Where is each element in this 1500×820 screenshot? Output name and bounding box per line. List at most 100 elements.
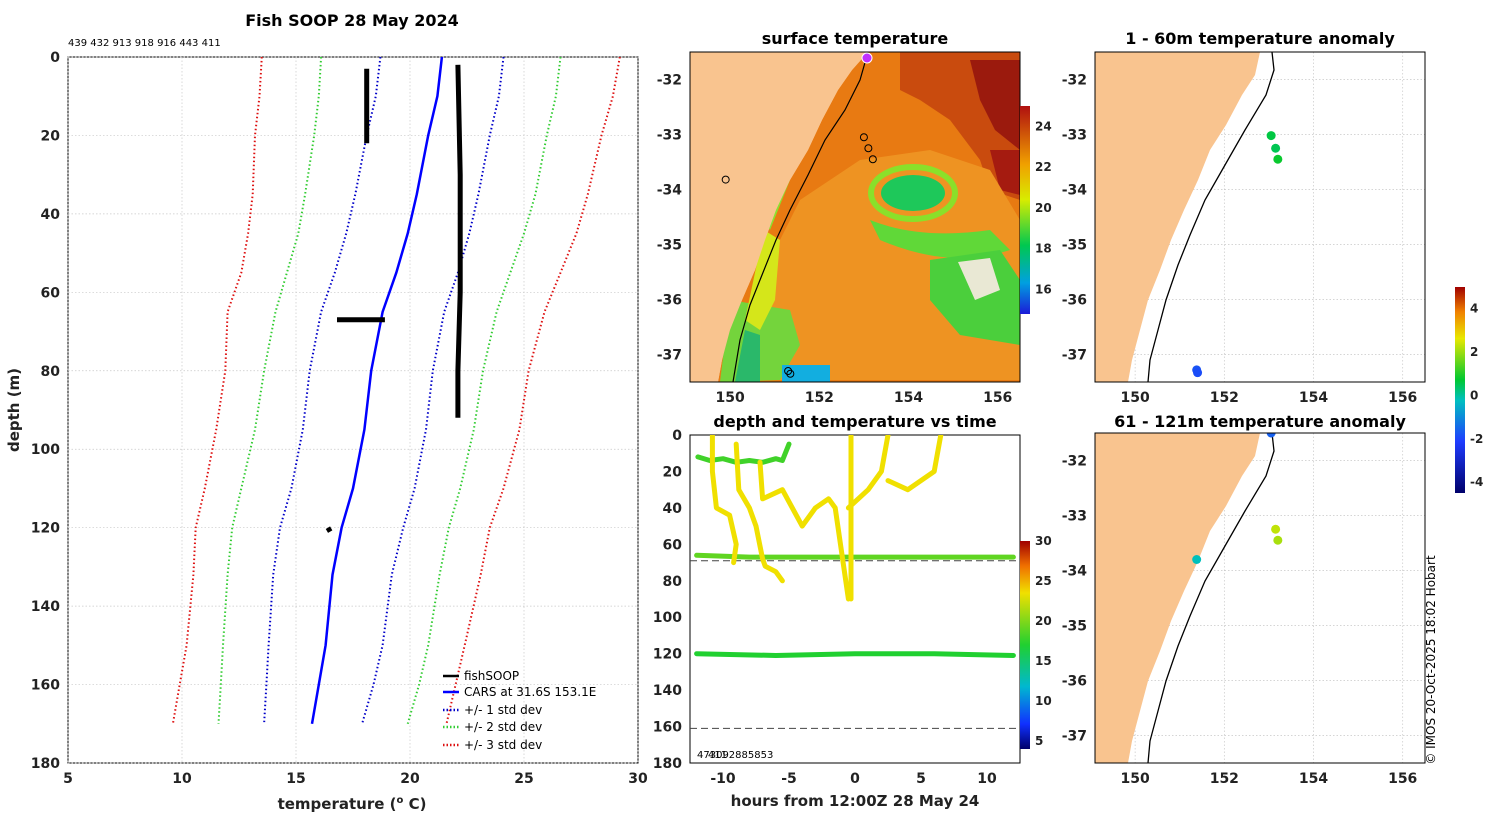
anomaly-point: [1273, 154, 1283, 164]
sst-station-marker: [864, 144, 873, 153]
profile-ytick-label: 100: [31, 442, 60, 458]
sst-ticks: 150 152 154 156 -32 -33 -34 -35 -36 -37: [657, 73, 1013, 407]
anomaly-1-60m-ticks: 150 152 154 156 -32 -33 -34 -35 -36 -37: [1062, 73, 1418, 407]
timeseries-track-yellow-6: [885, 435, 944, 493]
profile-ytick-label: 40: [41, 207, 61, 223]
profile-ylabel: depth (m): [5, 368, 23, 452]
profile-fishsoop-segment: [325, 526, 333, 533]
profile-xtick-label: 30: [628, 771, 648, 787]
profile-ytick-label: 180: [31, 756, 60, 772]
sst-eddy-tail: [870, 220, 1010, 258]
timeseries-ytick-label: 0: [672, 428, 682, 444]
sst-colorbar: [1020, 106, 1030, 314]
timeseries-track-yellow-2: [733, 441, 785, 584]
anomaly-61-121m-points: [1192, 433, 1283, 564]
timeseries-track-deep-green: [694, 651, 1016, 658]
anomaly-point: [1271, 524, 1281, 534]
map-ytick-label: -34: [1062, 564, 1088, 580]
profile-xlabel: temperature (o C): [278, 795, 427, 813]
timeseries-ytick-label: 60: [663, 537, 683, 553]
anomaly-colorbar-tick-label: -2: [1470, 432, 1483, 446]
anomaly-61-121m-title: 61 - 121m temperature anomaly: [1114, 412, 1406, 431]
profile-ytick-label: 140: [31, 599, 60, 615]
sst-map-field: [690, 52, 1020, 382]
map-ytick-label: -36: [1062, 674, 1087, 690]
legend-label-std1: +/- 1 std dev: [464, 703, 542, 717]
profile-xtick-label: 5: [63, 771, 73, 787]
anomaly-point: [1271, 143, 1281, 153]
anomaly-61-121m-field: [1095, 433, 1425, 763]
timeseries-colorbar-ticks: 5 10 15 20 25 30: [1035, 534, 1052, 748]
profile-ytick-label: 20: [41, 128, 61, 144]
timeseries-xtick-label: 0: [850, 771, 860, 787]
anomaly-1-60m-axes-box: [1094, 51, 1426, 383]
profile-xtick-label: 25: [514, 771, 533, 787]
sst-colorbar-tick-label: 20: [1035, 201, 1052, 215]
timeseries-ytick-label: 80: [663, 574, 683, 590]
profile-ytick-label: 160: [31, 678, 60, 694]
timeseries-track-yellow-5: [845, 435, 891, 511]
map-ytick-label: -32: [1062, 454, 1087, 470]
anomaly-colorbar-tick-label: 4: [1470, 302, 1478, 316]
credit-text: © IMOS 20-Oct-2025 18:02 Hobart: [1424, 555, 1438, 765]
timeseries-colorbar-tick-label: 15: [1035, 654, 1052, 668]
anomaly-1-60m-title: 1 - 60m temperature anomaly: [1125, 29, 1395, 48]
map-xtick-label: 156: [983, 390, 1012, 406]
timeseries-id-labels: 473092885853: [697, 750, 773, 761]
anomaly-1-60m-field: [1095, 52, 1425, 382]
sst-colorbar-tick-label: 22: [1035, 160, 1052, 174]
map-xtick-label: 154: [1299, 390, 1328, 406]
sst-colorbar-tick-label: 18: [1035, 242, 1052, 256]
profile-series--3-std: [445, 57, 621, 725]
anomaly-1-60m-contour: [1147, 52, 1275, 382]
profile-series-cars: [310, 57, 444, 725]
sst-station-marker: [784, 367, 793, 375]
timeseries-xlabel: hours from 12:00Z 28 May 24: [731, 792, 980, 810]
map-ytick-label: -32: [657, 73, 682, 89]
timeseries-xtick-label: 10: [977, 771, 997, 787]
timeseries-ytick-label: 20: [663, 464, 683, 480]
profile-series--3-std: [171, 57, 263, 724]
map-ytick-label: -37: [657, 348, 682, 364]
map-ytick-label: -35: [1062, 619, 1087, 635]
sst-colorbar-tick-label: 16: [1035, 283, 1052, 297]
sst-station-marker: [721, 175, 730, 184]
map-ytick-label: -35: [1062, 238, 1087, 254]
map-ytick-label: -37: [1062, 729, 1087, 745]
anomaly-colorbar-tick-label: 0: [1470, 388, 1478, 402]
timeseries-axes-box: [689, 434, 1021, 764]
anomaly-colorbar-group: 4 2 0 -2 -4: [1455, 287, 1483, 493]
timeseries-ytick-label: 160: [653, 720, 682, 736]
profile-lines: [171, 57, 621, 725]
map-ytick-label: -32: [1062, 73, 1087, 89]
anomaly-61-121m-panel: 150 152 154 156 -32 -33 -34 -35 -36 -37 61 - 121m…: [1062, 412, 1426, 787]
profile-ytick-label: 60: [41, 285, 61, 301]
profile-axes-box: [67, 56, 639, 764]
timeseries-colorbar-tick-label: 10: [1035, 694, 1052, 708]
timeseries-track-yellow-1: [709, 435, 739, 566]
sst-warm-patch: [990, 150, 1020, 195]
map-xtick-label: 150: [1121, 390, 1150, 406]
anomaly-61-121m-contour: [1147, 433, 1275, 763]
sst-title: surface temperature: [762, 29, 949, 48]
map-ytick-label: -37: [1062, 348, 1087, 364]
profile-xtick-label: 10: [172, 771, 192, 787]
sst-eddy-core: [881, 175, 945, 211]
map-xtick-label: 150: [1121, 771, 1150, 787]
map-xtick-label: 154: [1299, 771, 1328, 787]
sst-colorbar-tick-label: 24: [1035, 119, 1052, 133]
sst-coast-land: [690, 52, 868, 382]
profile-xtick-label: 15: [286, 771, 305, 787]
profile-ytick-label: 0: [50, 50, 60, 66]
sst-station-marker: [859, 133, 868, 142]
map-ytick-label: -33: [1062, 509, 1087, 525]
sst-cloud-patch: [958, 258, 1000, 300]
anomaly-colorbar-ticks: 4 2 0 -2 -4: [1470, 302, 1483, 489]
anomaly-point: [1266, 131, 1276, 141]
timeseries-colorbar-tick-label: 30: [1035, 534, 1052, 548]
legend-label-fishsoop: fishSOOP: [464, 669, 519, 683]
profile-series--2-std: [406, 57, 562, 725]
